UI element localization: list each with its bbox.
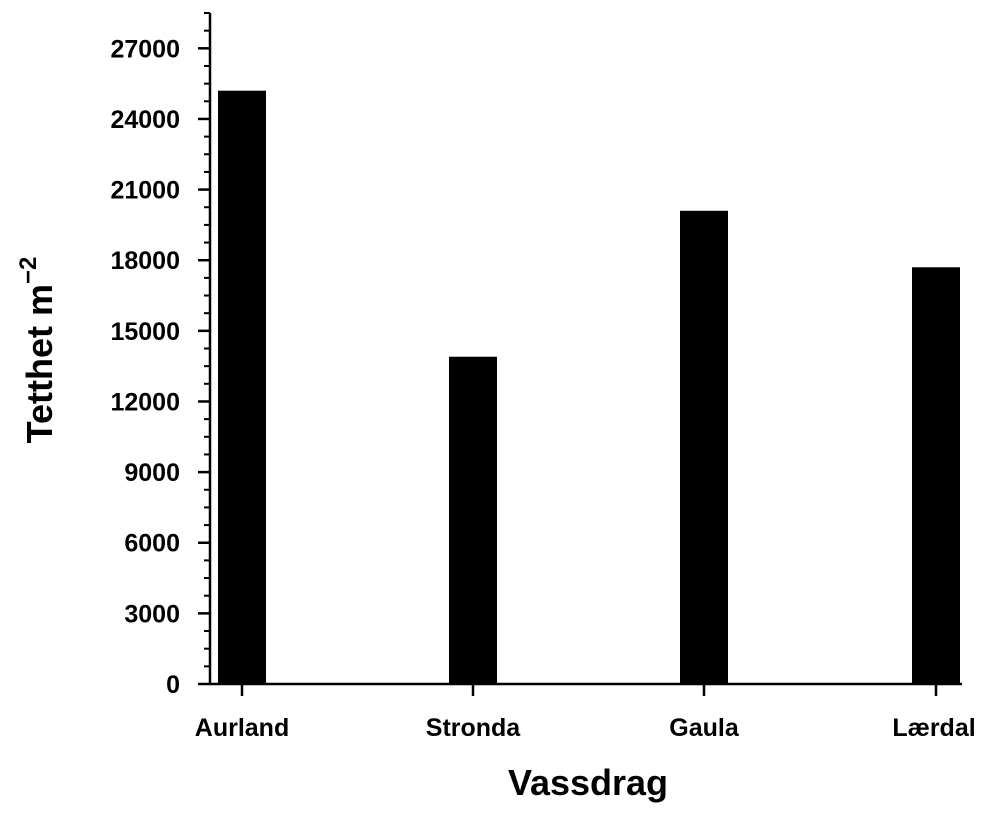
bar-gaula — [680, 210, 728, 684]
x-category-label: Stronda — [426, 714, 522, 742]
y-tick-label: 27000 — [110, 35, 180, 63]
y-axis-title-superscript: −2 — [15, 257, 42, 284]
bar-l-rdal — [912, 267, 960, 684]
y-tick-label: 15000 — [110, 318, 180, 346]
y-tick-label: 0 — [166, 671, 180, 699]
y-tick-label: 3000 — [124, 600, 180, 628]
y-tick-label: 6000 — [124, 530, 180, 558]
bars-group — [218, 90, 960, 684]
y-axis-title-group: Tetthet m−2 — [15, 257, 60, 444]
x-category-label: Gaula — [669, 714, 740, 742]
x-category-label: Lærdal — [892, 714, 975, 742]
y-ticks-group: 0 3000 6000 9000 12000 15000 18000 21000 24000 27… — [110, 12, 210, 699]
x-ticks-group: Aurland Stronda Gaula Lærdal — [195, 684, 976, 742]
y-tick-label: 24000 — [110, 106, 180, 134]
y-tick-label: 12000 — [110, 388, 180, 416]
x-axis-title: Vassdrag — [508, 762, 668, 803]
y-axis-title-main: Tetthet m — [19, 284, 60, 443]
bar-aurland — [218, 90, 266, 684]
y-axis-title: Tetthet m−2 — [15, 257, 60, 444]
y-tick-label: 21000 — [110, 177, 180, 205]
x-category-label: Aurland — [195, 714, 289, 742]
y-tick-label: 18000 — [110, 247, 180, 275]
y-tick-label: 9000 — [124, 459, 180, 487]
bar-stronda — [449, 356, 497, 684]
